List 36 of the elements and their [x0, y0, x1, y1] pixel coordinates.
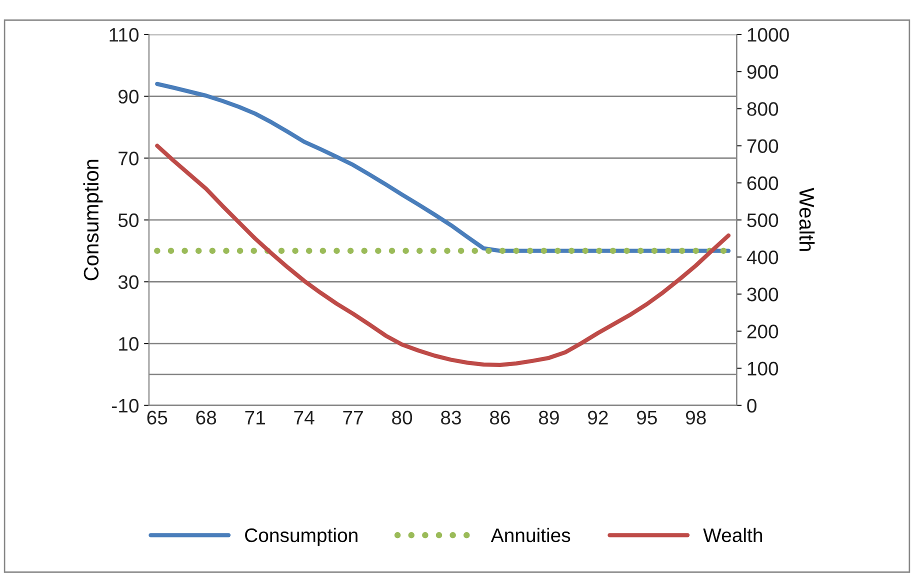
x-tick-label: 92: [588, 410, 608, 425]
x-tick-label: 65: [147, 410, 168, 425]
x-tick-label: 74: [294, 410, 314, 424]
y-tick-label: -10: [112, 398, 138, 413]
y2-axis-title: Wealth: [799, 188, 815, 251]
y2-tick-label: 700: [747, 139, 778, 153]
x-tick-label: 86: [490, 410, 510, 425]
x-tick-label: 71: [245, 410, 265, 424]
y2-tick-label: 0: [747, 398, 756, 413]
x-tick-label: 95: [636, 410, 657, 425]
y-axis-title: Consumption: [83, 160, 103, 280]
y-tick-label: 110: [110, 28, 139, 42]
y2-tick-label: 600: [747, 176, 778, 190]
y-tick-label: 70: [118, 152, 138, 166]
legend-label: Annuities: [490, 528, 570, 542]
y-tick-label: 30: [118, 275, 138, 289]
x-tick-label: 89: [538, 410, 559, 425]
y-tick-label: 90: [118, 90, 138, 104]
y2-tick-label: 900: [747, 65, 778, 79]
y2-tick-label: 200: [747, 324, 778, 338]
x-tick-label: 83: [441, 410, 461, 425]
x-tick-label: 77: [343, 410, 363, 424]
y2-tick-label: 400: [746, 250, 778, 264]
y2-tick-label: 800: [747, 102, 778, 116]
y2-tick-label: 1000: [748, 28, 789, 42]
line-series: [155, 144, 731, 368]
y-tick-label: 50: [118, 213, 138, 228]
x-tick-label: 98: [686, 410, 706, 425]
y2-tick-label: 500: [747, 213, 778, 228]
legend-label: Wealth: [703, 528, 762, 542]
y2-tick-label: 100: [748, 362, 778, 376]
y-tick-label: 10: [119, 337, 138, 351]
x-tick-label: 68: [196, 410, 216, 425]
y2-tick-label: 300: [747, 288, 778, 302]
legend-label: Consumption: [245, 528, 358, 546]
x-tick-label: 80: [392, 410, 412, 425]
